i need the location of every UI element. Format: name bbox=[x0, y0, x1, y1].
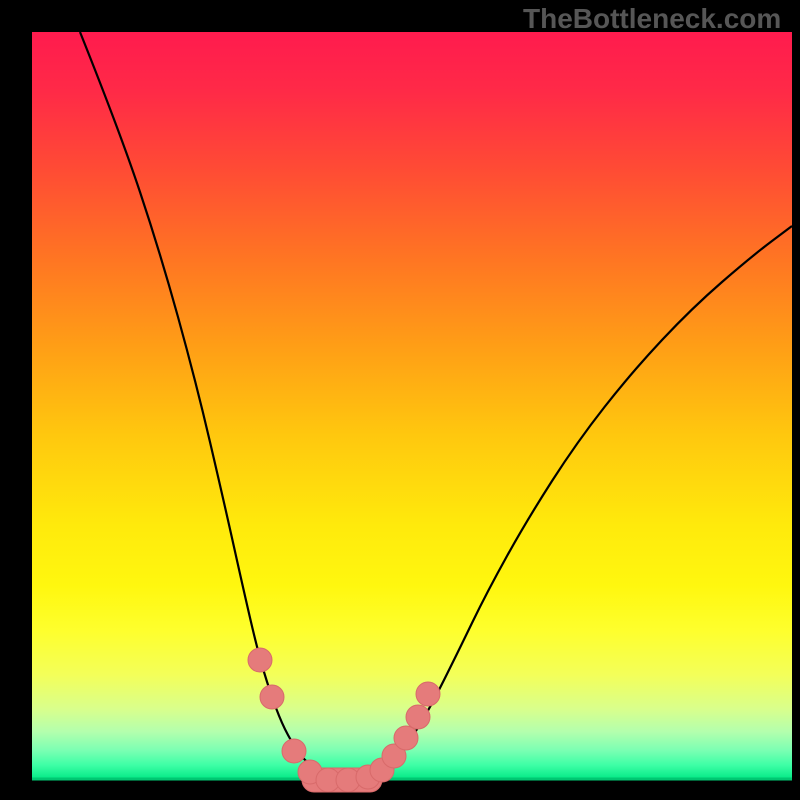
frame-right bbox=[792, 0, 800, 800]
marker-dot bbox=[260, 685, 284, 709]
marker-dot bbox=[282, 739, 306, 763]
plot-area bbox=[32, 32, 792, 780]
frame-left bbox=[0, 0, 32, 800]
watermark-text: TheBottleneck.com bbox=[523, 3, 781, 35]
marker-group bbox=[248, 648, 440, 792]
curve-layer bbox=[32, 32, 792, 780]
marker-dot bbox=[394, 726, 418, 750]
marker-dot bbox=[406, 705, 430, 729]
marker-dot bbox=[248, 648, 272, 672]
frame-bottom bbox=[0, 780, 800, 800]
bottleneck-curve bbox=[80, 32, 792, 780]
marker-dot bbox=[416, 682, 440, 706]
